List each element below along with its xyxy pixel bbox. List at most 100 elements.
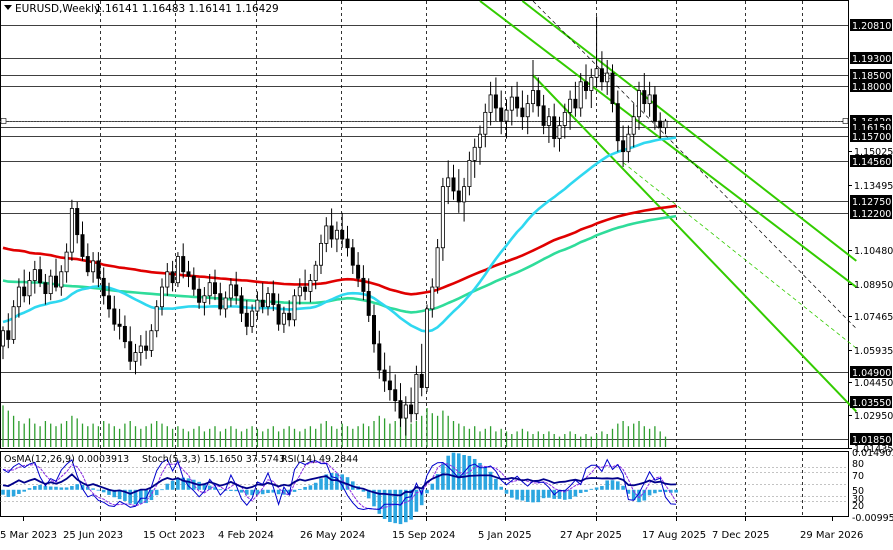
candle[interactable] <box>361 265 366 301</box>
candle[interactable] <box>11 300 16 344</box>
candle[interactable] <box>69 199 74 261</box>
candle[interactable] <box>271 280 276 312</box>
candle[interactable] <box>536 77 541 117</box>
candle[interactable] <box>218 282 223 316</box>
candle[interactable] <box>329 208 334 248</box>
candle[interactable] <box>541 94 546 135</box>
line-handle[interactable] <box>0 118 7 124</box>
candle[interactable] <box>573 81 578 117</box>
candle[interactable] <box>281 306 286 333</box>
candle[interactable] <box>85 243 90 277</box>
channel-mid-line[interactable] <box>622 162 857 349</box>
candle[interactable] <box>435 239 440 294</box>
candle[interactable] <box>398 383 403 427</box>
candle[interactable] <box>292 289 297 327</box>
candle[interactable] <box>626 125 631 163</box>
candle[interactable] <box>483 103 488 148</box>
candle[interactable] <box>499 90 504 135</box>
candle[interactable] <box>117 308 122 340</box>
candle[interactable] <box>414 365 419 421</box>
candle[interactable] <box>456 169 461 213</box>
collapse-arrow-icon[interactable] <box>4 5 12 10</box>
ma-slow-line[interactable] <box>2 204 677 296</box>
candle[interactable] <box>149 324 154 357</box>
candle[interactable] <box>462 177 467 222</box>
candle[interactable] <box>345 225 350 257</box>
candle[interactable] <box>255 291 260 320</box>
candle[interactable] <box>303 269 308 301</box>
candle[interactable] <box>234 271 239 305</box>
channel-upper-line[interactable] <box>479 0 857 288</box>
candle[interactable] <box>16 278 21 318</box>
candle[interactable] <box>509 86 514 126</box>
candle[interactable] <box>382 352 387 392</box>
candle[interactable] <box>128 326 133 371</box>
candle[interactable] <box>419 343 424 397</box>
candle[interactable] <box>212 269 217 301</box>
candle[interactable] <box>0 326 6 360</box>
candle[interactable] <box>477 125 482 165</box>
candle[interactable] <box>409 387 414 423</box>
candle[interactable] <box>197 278 202 309</box>
candle[interactable] <box>313 260 318 290</box>
candle[interactable] <box>91 252 96 283</box>
candle[interactable] <box>525 94 530 135</box>
candle[interactable] <box>356 252 361 288</box>
candle[interactable] <box>350 239 355 274</box>
candle[interactable] <box>472 138 477 178</box>
candle[interactable] <box>546 108 551 143</box>
line-handle[interactable] <box>842 118 849 124</box>
candle[interactable] <box>75 201 80 244</box>
candle[interactable] <box>377 330 382 379</box>
candle[interactable] <box>191 267 196 296</box>
candle[interactable] <box>297 278 302 305</box>
candle[interactable] <box>594 16 599 87</box>
candle[interactable] <box>133 343 138 375</box>
candle[interactable] <box>59 265 64 296</box>
candle[interactable] <box>324 217 329 253</box>
candle[interactable] <box>589 68 594 109</box>
candle[interactable] <box>578 73 583 117</box>
candle[interactable] <box>223 291 228 318</box>
candle[interactable] <box>186 260 191 288</box>
rsi-line[interactable] <box>2 473 677 497</box>
candle[interactable] <box>610 64 615 113</box>
candle[interactable] <box>658 112 663 139</box>
candle[interactable] <box>631 103 636 148</box>
candle[interactable] <box>181 243 186 279</box>
candle[interactable] <box>43 273 48 305</box>
candle[interactable] <box>22 269 27 303</box>
candle[interactable] <box>393 374 398 412</box>
candle[interactable] <box>584 64 589 100</box>
candle[interactable] <box>38 256 43 288</box>
candle[interactable] <box>122 315 127 349</box>
candle[interactable] <box>48 269 53 301</box>
candle[interactable] <box>663 118 668 135</box>
candle[interactable] <box>6 313 11 349</box>
candle[interactable] <box>568 90 573 130</box>
candle[interactable] <box>276 293 281 331</box>
candle[interactable] <box>64 243 69 283</box>
candle[interactable] <box>138 335 143 366</box>
candle[interactable] <box>265 287 270 316</box>
candle[interactable] <box>430 278 435 318</box>
candle[interactable] <box>371 304 376 353</box>
candle[interactable] <box>637 81 642 130</box>
candle[interactable] <box>493 77 498 122</box>
candle[interactable] <box>451 164 456 200</box>
candle[interactable] <box>287 300 292 327</box>
candle[interactable] <box>515 81 520 117</box>
candle[interactable] <box>202 287 207 316</box>
channel-lower-line[interactable] <box>532 74 858 413</box>
candle[interactable] <box>605 59 610 95</box>
candle[interactable] <box>165 263 170 296</box>
candle[interactable] <box>27 271 32 305</box>
candle[interactable] <box>318 234 323 274</box>
candle[interactable] <box>387 365 392 401</box>
candle[interactable] <box>159 278 164 316</box>
candle[interactable] <box>175 252 180 288</box>
candle[interactable] <box>334 221 339 253</box>
candle[interactable] <box>531 59 536 113</box>
candle[interactable] <box>424 304 429 392</box>
